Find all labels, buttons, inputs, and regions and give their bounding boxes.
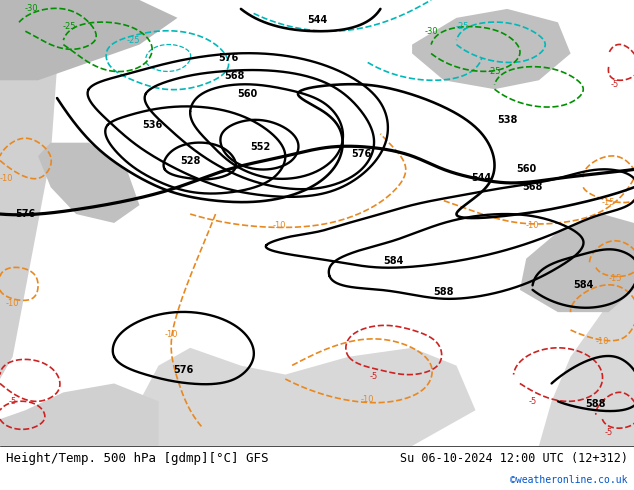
Text: -10: -10 [526, 220, 540, 230]
Text: -5: -5 [611, 80, 619, 89]
Text: 536: 536 [142, 120, 162, 130]
Text: -25: -25 [63, 22, 77, 31]
Text: 544: 544 [307, 15, 327, 25]
Text: -25: -25 [456, 22, 470, 31]
Polygon shape [0, 0, 57, 446]
Text: 576: 576 [351, 149, 372, 159]
Text: -5: -5 [604, 428, 613, 437]
Text: -10: -10 [361, 394, 375, 404]
Text: 584: 584 [573, 280, 593, 291]
Text: -5: -5 [370, 372, 378, 381]
Text: 576: 576 [218, 53, 238, 63]
Polygon shape [139, 348, 476, 446]
Text: -10: -10 [595, 337, 609, 345]
Text: 576: 576 [174, 365, 194, 375]
Text: -15: -15 [608, 274, 622, 283]
Text: -5: -5 [528, 397, 537, 406]
Text: -30: -30 [25, 4, 39, 13]
Text: -25: -25 [488, 67, 501, 76]
Text: -15: -15 [602, 198, 616, 207]
Polygon shape [0, 0, 178, 80]
Text: 588: 588 [434, 287, 454, 297]
Text: Height/Temp. 500 hPa [gdmp][°C] GFS: Height/Temp. 500 hPa [gdmp][°C] GFS [6, 452, 269, 465]
Text: 584: 584 [383, 256, 403, 266]
Text: -30: -30 [424, 27, 438, 36]
Polygon shape [412, 9, 571, 89]
Text: 568: 568 [224, 71, 245, 81]
Text: -10: -10 [164, 330, 178, 339]
Text: Su 06-10-2024 12:00 UTC (12+312): Su 06-10-2024 12:00 UTC (12+312) [399, 452, 628, 465]
Text: 552: 552 [250, 142, 270, 152]
Text: 538: 538 [497, 115, 517, 125]
Text: -25: -25 [126, 36, 140, 45]
Text: 560: 560 [237, 89, 257, 98]
Polygon shape [520, 214, 634, 312]
Text: -10: -10 [6, 299, 20, 308]
Polygon shape [0, 384, 158, 446]
Text: 588: 588 [586, 398, 606, 409]
Text: 576: 576 [15, 209, 36, 219]
Polygon shape [38, 143, 139, 223]
Polygon shape [539, 290, 634, 446]
Text: 544: 544 [472, 173, 492, 183]
Text: 560: 560 [516, 165, 536, 174]
Text: -10: -10 [272, 220, 286, 230]
Text: 568: 568 [522, 182, 543, 192]
Text: ©weatheronline.co.uk: ©weatheronline.co.uk [510, 475, 628, 485]
Text: 528: 528 [180, 155, 200, 166]
Text: -5: -5 [8, 397, 17, 406]
Text: -10: -10 [0, 174, 13, 183]
